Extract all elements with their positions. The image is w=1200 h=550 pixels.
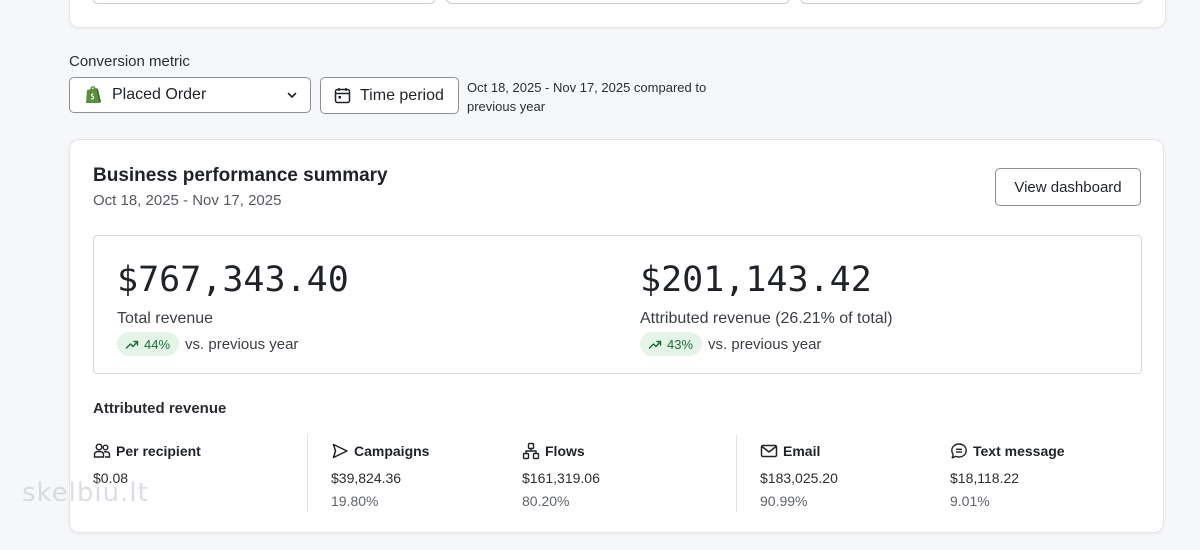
- metric-name: Flows: [545, 443, 585, 459]
- metric-name: Email: [783, 443, 821, 459]
- view-dashboard-button[interactable]: View dashboard: [995, 168, 1141, 206]
- metric-value: $18,118.22: [950, 470, 1020, 486]
- total-revenue: $767,343.40 Total revenue 44% vs. previo…: [117, 260, 349, 356]
- metric-name: Campaigns: [354, 443, 430, 459]
- filters-card: [69, 0, 1166, 28]
- metric-value: $161,319.06: [522, 470, 600, 486]
- metric-value: $0.08: [93, 470, 129, 486]
- attributed-revenue-change-badge: 43%: [640, 332, 703, 356]
- attributed-revenue-amount: $201,143.42: [640, 260, 872, 300]
- trend-up-icon: [125, 340, 139, 349]
- metric-email: Email $183,025.20 90.99%: [760, 442, 838, 509]
- send-icon: [332, 443, 348, 459]
- total-revenue-amount: $767,343.40: [117, 260, 349, 300]
- metric-per-recipient: Per recipient $0.08: [93, 442, 201, 486]
- metric-flows: Flows $161,319.06 80.20%: [522, 442, 600, 509]
- flows-icon: [522, 442, 540, 460]
- metric-share: 90.99%: [760, 493, 808, 509]
- metric-share: 19.80%: [331, 493, 379, 509]
- attributed-revenue-label: Attributed revenue (26.21% of total): [640, 310, 893, 327]
- conversion-metric-value: Placed Order: [112, 86, 207, 103]
- business-performance-card: Business performance summary Oct 18, 202…: [69, 139, 1164, 533]
- total-revenue-label: Total revenue: [117, 310, 214, 327]
- metric-name: Per recipient: [116, 443, 201, 459]
- period-description: Oct 18, 2025 - Nov 17, 2025 compared to …: [467, 80, 707, 114]
- time-period-label: Time period: [360, 86, 444, 104]
- message-icon: [951, 443, 967, 459]
- filter-field-3[interactable]: [800, 0, 1143, 4]
- shopify-icon: [86, 86, 101, 103]
- metric-share: 80.20%: [522, 493, 570, 509]
- card-date-range: Oct 18, 2025 - Nov 17, 2025: [93, 192, 282, 209]
- total-revenue-change-badge: 44%: [117, 332, 180, 356]
- attributed-revenue-title: Attributed revenue: [93, 400, 227, 417]
- chevron-down-icon: [287, 92, 297, 98]
- metric-value: $183,025.20: [760, 470, 838, 486]
- metric-divider: [307, 435, 308, 512]
- filter-field-1[interactable]: [92, 0, 436, 4]
- metric-value: $39,824.36: [331, 470, 402, 486]
- filter-field-2[interactable]: [446, 0, 790, 4]
- calendar-icon: [334, 88, 351, 104]
- metric-campaigns: Campaigns $39,824.36 19.80%: [331, 442, 429, 509]
- attributed-revenue-change: 43%: [667, 336, 694, 352]
- metric-text-message: Text message $18,118.22 9.01%: [950, 442, 1065, 509]
- revenue-summary-box: $767,343.40 Total revenue 44% vs. previo…: [93, 235, 1142, 374]
- total-revenue-vs: vs. previous year: [185, 335, 299, 353]
- mail-icon: [760, 444, 778, 458]
- attributed-revenue-vs: vs. previous year: [708, 335, 822, 353]
- attributed-revenue: $201,143.42 Attributed revenue (26.21% o…: [640, 260, 893, 356]
- trend-up-icon: [648, 340, 662, 349]
- conversion-metric-label: Conversion metric: [69, 53, 190, 70]
- total-revenue-change: 44%: [144, 336, 171, 352]
- metric-name: Text message: [973, 443, 1065, 459]
- conversion-metric-select[interactable]: Placed Order: [69, 77, 311, 113]
- metric-divider: [736, 435, 737, 512]
- people-icon: [93, 443, 111, 458]
- watermark: skelbiu.lt: [22, 478, 149, 508]
- metric-share: 9.01%: [950, 493, 990, 509]
- time-period-button[interactable]: Time period: [320, 77, 459, 114]
- card-title: Business performance summary: [93, 165, 388, 186]
